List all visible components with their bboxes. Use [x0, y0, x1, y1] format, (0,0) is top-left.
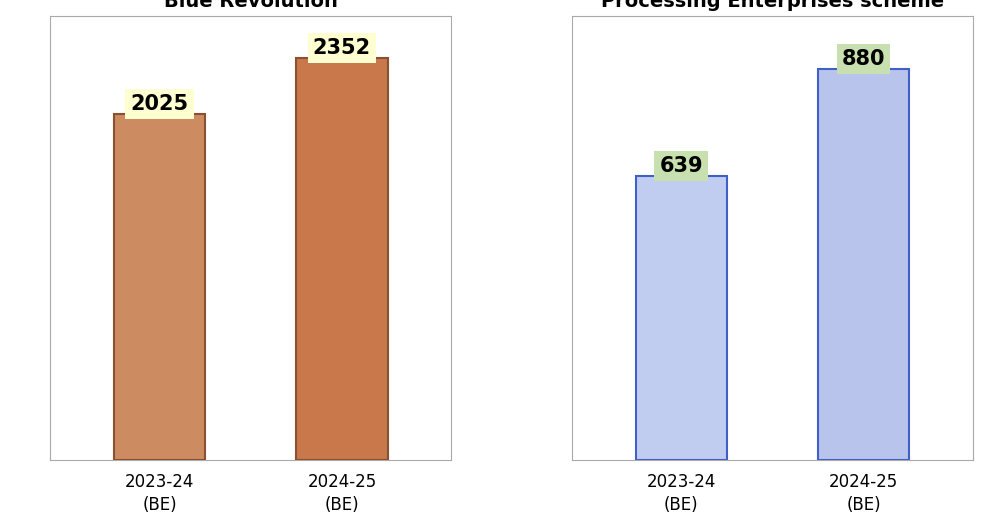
- Bar: [296, 58, 387, 460]
- Text: 2352: 2352: [313, 38, 371, 58]
- Text: Increased allocation for PM-
Formalisation of Micro Food
Processing Enterprises : Increased allocation for PM- Formalisati…: [600, 0, 943, 11]
- Text: 2025: 2025: [130, 94, 188, 114]
- Bar: [817, 69, 908, 460]
- Text: Increased allocation for
Blue Revolution: Increased allocation for Blue Revolution: [120, 0, 381, 11]
- Text: 880: 880: [841, 49, 885, 69]
- Bar: [114, 114, 205, 460]
- Bar: [635, 176, 726, 460]
- Text: 639: 639: [658, 156, 702, 176]
